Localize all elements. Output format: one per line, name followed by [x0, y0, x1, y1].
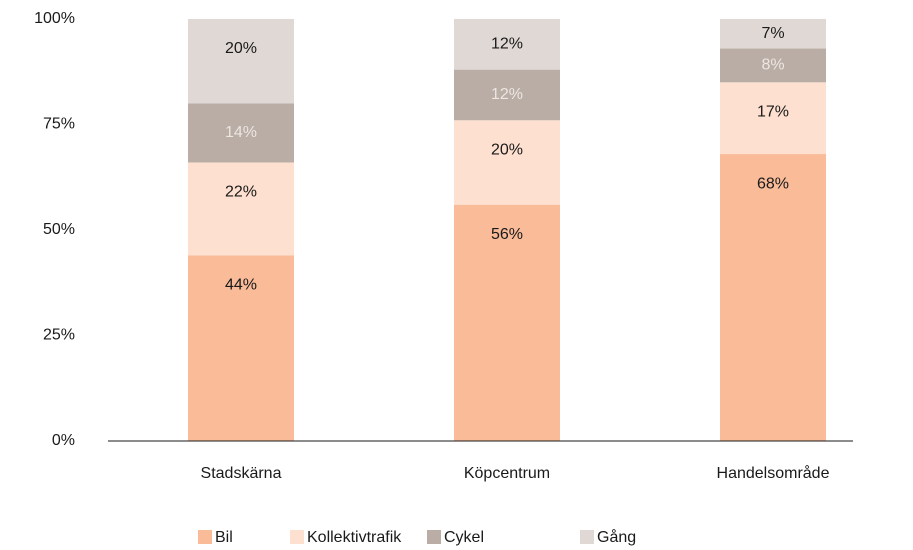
data-label: 56%	[491, 226, 523, 243]
legend-label: Gång	[597, 528, 636, 546]
legend-swatch	[198, 530, 212, 544]
bar-segment	[720, 48, 826, 83]
data-label: 20%	[225, 40, 257, 57]
y-tick-label: 0%	[52, 432, 75, 449]
bar-segment	[720, 82, 826, 155]
data-label: 22%	[225, 184, 257, 201]
data-label: 14%	[225, 124, 257, 141]
data-label: 68%	[757, 175, 789, 192]
legend-swatch	[580, 530, 594, 544]
legend-label: Bil	[215, 529, 233, 546]
legend-label: Kollektivtrafik	[307, 529, 402, 546]
bar-segment	[454, 69, 560, 121]
legend-swatch	[290, 530, 304, 544]
bar-segment	[454, 204, 560, 441]
x-tick-label: Handelsområde	[717, 464, 830, 482]
data-label: 17%	[757, 104, 789, 121]
data-label: 8%	[761, 57, 784, 74]
y-tick-label: 50%	[43, 221, 75, 238]
y-tick-label: 100%	[34, 10, 75, 27]
data-label: 20%	[491, 141, 523, 158]
bar-segment	[720, 19, 826, 49]
data-label: 44%	[225, 277, 257, 294]
bar-segment	[188, 103, 294, 163]
y-tick-label: 75%	[43, 116, 75, 133]
bar-segment	[454, 120, 560, 205]
data-label: 12%	[491, 86, 523, 103]
bar-segment	[454, 19, 560, 70]
legend-label: Cykel	[444, 529, 484, 546]
bar-segment	[188, 255, 294, 441]
x-tick-label: Köpcentrum	[464, 465, 550, 482]
legend-swatch	[427, 530, 441, 544]
y-tick-label: 25%	[43, 327, 75, 344]
data-label: 12%	[491, 36, 523, 53]
data-label: 7%	[761, 25, 784, 42]
bar-segment	[720, 154, 826, 442]
bar-segment	[188, 19, 294, 104]
x-tick-label: Stadskärna	[201, 465, 282, 482]
bar-segment	[188, 162, 294, 256]
